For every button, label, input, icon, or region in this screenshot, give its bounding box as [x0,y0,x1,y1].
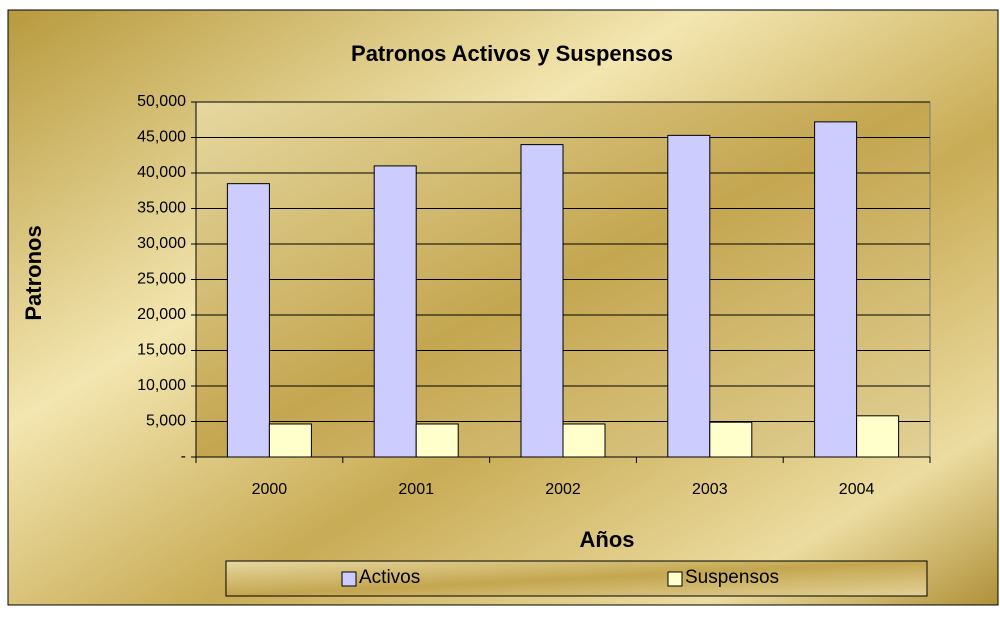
legend-label: Suspensos [685,567,779,588]
x-tick-label: 2003 [692,481,728,498]
y-tick-label: 5,000 [146,413,186,430]
y-tick-label: 45,000 [137,129,186,146]
bar [814,121,858,458]
x-axis-title: Años [580,527,635,552]
bar [226,183,270,458]
bar [373,165,417,458]
bar [562,423,606,458]
chart-title: Patronos Activos y Suspensos [351,41,673,66]
y-tick-label: 40,000 [137,164,186,181]
x-tick-label: 2001 [398,481,434,498]
legend-label: Activos [359,567,420,588]
bar [520,144,564,458]
legend-box [225,560,928,597]
bar [268,423,312,458]
y-tick-label: 25,000 [137,271,186,288]
y-axis-title: Patronos [21,225,46,320]
x-tick-label: 2002 [545,481,581,498]
y-tick-label: 10,000 [137,377,186,394]
x-tick-label: 2000 [252,481,288,498]
y-tick-label: 15,000 [137,342,186,359]
legend-swatch [341,571,357,587]
bar [415,423,459,458]
legend-swatch [667,571,683,587]
y-tick-label: - [181,448,186,465]
bar [856,415,900,458]
x-tick-label: 2004 [839,481,875,498]
bar [709,421,753,458]
y-tick-label: 35,000 [137,200,186,217]
bar [667,134,711,458]
y-tick-label: 30,000 [137,235,186,252]
y-tick-label: 50,000 [137,93,186,110]
y-tick-label: 20,000 [137,306,186,323]
